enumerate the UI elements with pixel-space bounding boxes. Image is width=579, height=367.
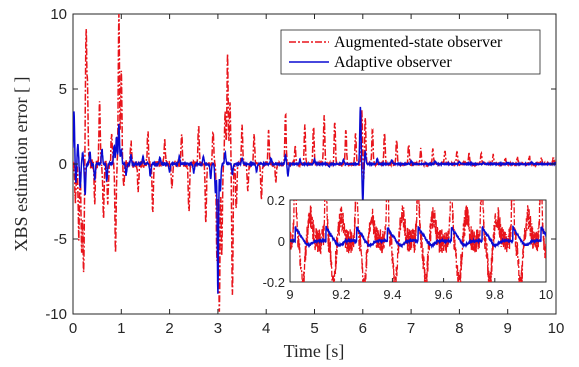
inset-x-tick-label: 9.8 [486, 287, 504, 302]
legend: Augmented-state observer Adaptive observ… [280, 29, 541, 75]
inset-x-tick-label: 9.6 [435, 287, 453, 302]
x-tick-label: 7 [407, 320, 415, 337]
inset-y-tick-label: 0 [278, 234, 285, 249]
x-tick-label: 2 [165, 320, 173, 337]
y-tick-label: -5 [54, 231, 67, 248]
inset-x-tick-label: 9.4 [383, 287, 401, 302]
x-tick-label: 9 [504, 320, 512, 337]
y-tick-label: 0 [59, 156, 67, 173]
x-tick-label: 4 [262, 320, 270, 337]
y-axis: -10 -5 0 5 10 [45, 6, 556, 323]
x-tick-label: 6 [359, 320, 367, 337]
legend-label-adaptive: Adaptive observer [334, 54, 452, 71]
y-tick-label: 10 [50, 6, 67, 23]
inset-x-tick-label: 9.2 [332, 287, 350, 302]
inset-x-tick-label: 9 [286, 287, 293, 302]
inset-x-tick-label: 10 [539, 287, 553, 302]
inset-y-tick-label: -0.2 [263, 275, 285, 290]
main-series-group [73, 14, 556, 312]
x-tick-label: 5 [310, 320, 318, 337]
x-axis-label: Time [s] [284, 341, 345, 361]
legend-box [280, 29, 541, 75]
y-tick-label: -10 [45, 306, 67, 323]
inset-series-group [290, 200, 546, 282]
inset-series-line-adaptive [290, 225, 546, 249]
x-tick-label: 10 [548, 320, 565, 337]
x-tick-label: 8 [455, 320, 463, 337]
x-tick-label: 0 [69, 320, 77, 337]
inset-series-line-augmented [290, 200, 546, 282]
x-tick-label: 3 [214, 320, 222, 337]
inset-x-axis: 9 9.2 9.4 9.6 9.8 10 [286, 278, 553, 302]
inset-y-tick-label: 0.2 [267, 193, 285, 208]
inset-y-axis: -0.2 0 0.2 [263, 193, 294, 290]
series-line-adaptive [73, 106, 556, 294]
y-tick-label: 5 [59, 81, 67, 98]
legend-label-augmented: Augmented-state observer [334, 34, 503, 51]
x-axis: 0 1 2 3 4 5 6 7 8 9 10 [69, 14, 565, 337]
x-tick-label: 1 [117, 320, 125, 337]
y-axis-label: XBS estimation error [ ] [11, 77, 31, 252]
